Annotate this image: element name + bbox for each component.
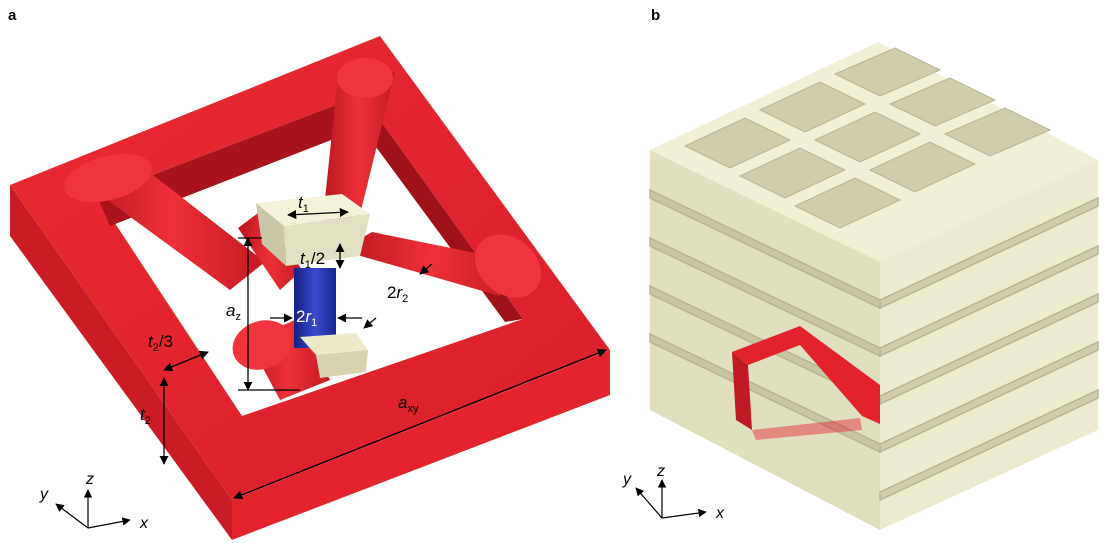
panel-a: a	[8, 7, 610, 540]
axis-y-label-a: y	[39, 486, 49, 503]
strut-back-left	[80, 165, 265, 290]
strut-back-right	[340, 232, 520, 296]
axis-z-label-b: z	[656, 463, 665, 480]
axis-x-label-a: x	[139, 515, 149, 532]
blue-strut	[294, 268, 336, 348]
strut-cap-left	[64, 153, 152, 203]
lattice-block	[649, 42, 1099, 530]
label-t1: t1	[298, 193, 309, 215]
strut-cap-right	[475, 234, 541, 298]
panel-letter-b: b	[651, 7, 660, 24]
strut-cap-top	[337, 58, 393, 98]
panel-b: b	[622, 7, 1099, 530]
axis-z-label-a: z	[85, 471, 94, 488]
axis-triad-b	[635, 479, 707, 519]
axis-x-label-b: x	[715, 505, 725, 522]
panel-letter-a: a	[8, 7, 17, 24]
label-t2-third: t2/3	[148, 332, 173, 354]
dimension-lines	[159, 207, 607, 500]
lattice-top-cells	[683, 47, 1052, 229]
label-2r1: 2r1	[296, 307, 317, 329]
highlighted-unit-cell	[732, 326, 880, 440]
label-t2: t2	[140, 405, 151, 427]
label-2r2: 2r2	[387, 283, 408, 305]
frame-left-side	[10, 185, 232, 540]
axis-triad-a	[55, 489, 131, 529]
label-az: az	[226, 301, 241, 323]
label-axy: axy	[398, 393, 419, 415]
label-t1-half: t1/2	[300, 249, 325, 271]
lattice-layers-right	[879, 196, 1099, 502]
axis-y-label-b: y	[622, 471, 632, 488]
